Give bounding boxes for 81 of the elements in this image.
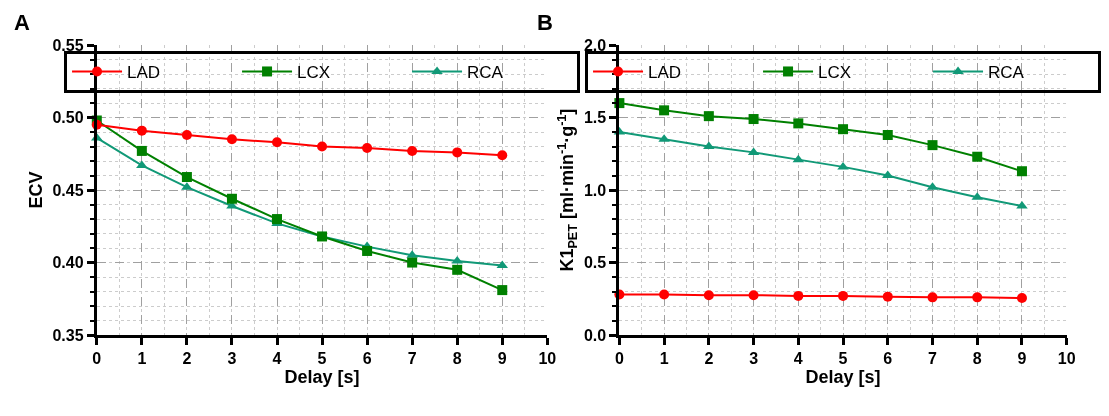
x-tick-label: 1 [659,350,669,368]
point [748,114,759,125]
x-tick-label: 9 [1017,350,1027,368]
point [272,137,282,148]
legend-label: RCA [467,63,504,83]
x-axis-title: Delay [s] [284,367,360,388]
x-tick-label: 0 [614,350,624,368]
point [659,105,670,116]
legend-label: RCA [988,63,1025,83]
text: B [537,10,553,35]
x-tick-label: 9 [497,350,507,368]
point [497,285,508,296]
x-tick-label: 7 [928,350,938,368]
y-axis-title: ECV [25,171,46,209]
y-tick-label: 0.35 [52,326,84,344]
point [136,145,147,156]
point [972,292,983,303]
point [793,118,804,129]
y-tick-label: 0.40 [52,254,84,272]
point [748,290,759,301]
point [362,245,373,256]
point [1016,166,1027,177]
y-tick-label: 0.50 [52,109,84,127]
x-tick-label: 3 [749,350,759,368]
y-tick-label: 0.5 [583,254,607,272]
point [703,111,714,122]
point [793,290,804,301]
x-tick-label: 2 [704,350,714,368]
point [181,129,192,140]
point [927,292,938,303]
point [972,151,983,162]
x-tick-label: 1 [137,350,147,368]
legend-label: LAD [127,63,161,83]
x-tick-label: 3 [227,350,237,368]
point [407,257,418,268]
point [838,290,849,301]
point [882,170,894,179]
x-tick-label: 6 [883,350,893,368]
x-tick-label: 7 [407,350,417,368]
point [497,150,508,161]
x-tick-label: 10 [538,350,557,368]
point [226,134,237,145]
legend-label: LCX [818,63,852,83]
point [838,124,849,135]
point [837,161,849,170]
y-tick-label: 2.0 [583,36,607,54]
point [362,143,373,154]
point [181,172,192,183]
point [703,141,715,150]
point [882,129,893,140]
x-tick-label: 10 [1057,350,1076,368]
point [703,290,714,301]
x-tick-label: 6 [362,350,372,368]
point [317,141,328,152]
point [1016,293,1027,304]
legend-label: LAD [648,63,682,83]
x-tick-label: 4 [793,350,803,368]
x-tick-label: 5 [838,350,848,368]
y-tick-label: 1.5 [583,109,607,127]
y-tick-label: 0.45 [52,181,84,199]
x-tick-label: 0 [92,350,102,368]
x-tick-label: 4 [272,350,282,368]
legend-label: LCX [297,63,331,83]
y-tick-label: 0.0 [583,326,607,344]
point [927,140,938,151]
y-tick-label: 1.0 [583,181,607,199]
y-tick-label: 0.55 [52,36,84,54]
point [272,214,282,225]
point [452,264,463,275]
point [226,193,237,204]
x-tick-label: 2 [182,350,192,368]
point [407,145,418,156]
x-tick-label: 8 [972,350,982,368]
point [136,125,147,136]
x-axis-title: Delay [s] [805,367,881,388]
point [452,147,463,158]
point [659,289,670,300]
text: A [14,10,30,35]
x-tick-label: 8 [452,350,462,368]
point [882,291,893,302]
x-tick-label: 5 [317,350,327,368]
